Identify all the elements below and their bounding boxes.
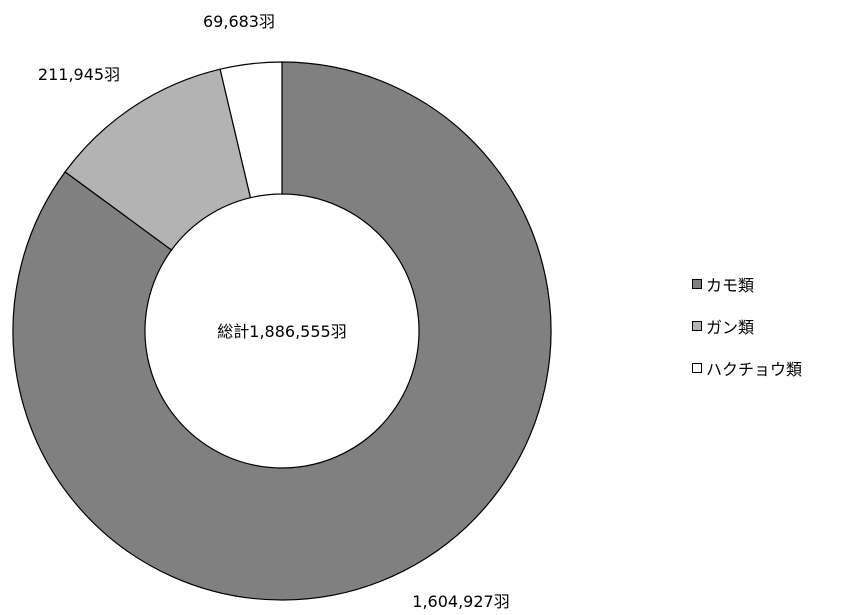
data-label-2: 211,945羽: [38, 65, 120, 84]
slice-1: [12, 61, 552, 601]
data-label-1: 1,604,927羽: [412, 592, 509, 611]
legend-label-1: カモ類: [706, 275, 755, 295]
data-label-3: 69,683羽: [203, 12, 275, 31]
legend-swatch-2: [692, 320, 702, 331]
legend-swatch-3: [692, 362, 702, 373]
donut-slices: [12, 61, 552, 601]
data-labels: 1,604,927羽 211,945羽 69,683羽: [38, 12, 510, 611]
legend: カモ類ガン類ハクチョウ類: [692, 273, 802, 399]
legend-item-2: ガン類: [692, 315, 802, 337]
center-total-label: 総計1,886,555羽: [217, 322, 346, 341]
legend-item-1: カモ類: [692, 273, 802, 295]
slice-3: [219, 61, 283, 199]
legend-label-2: ガン類: [706, 317, 755, 337]
legend-swatch-1: [692, 278, 702, 289]
legend-item-3: ハクチョウ類: [692, 357, 803, 379]
legend-label-3: ハクチョウ類: [706, 359, 803, 379]
